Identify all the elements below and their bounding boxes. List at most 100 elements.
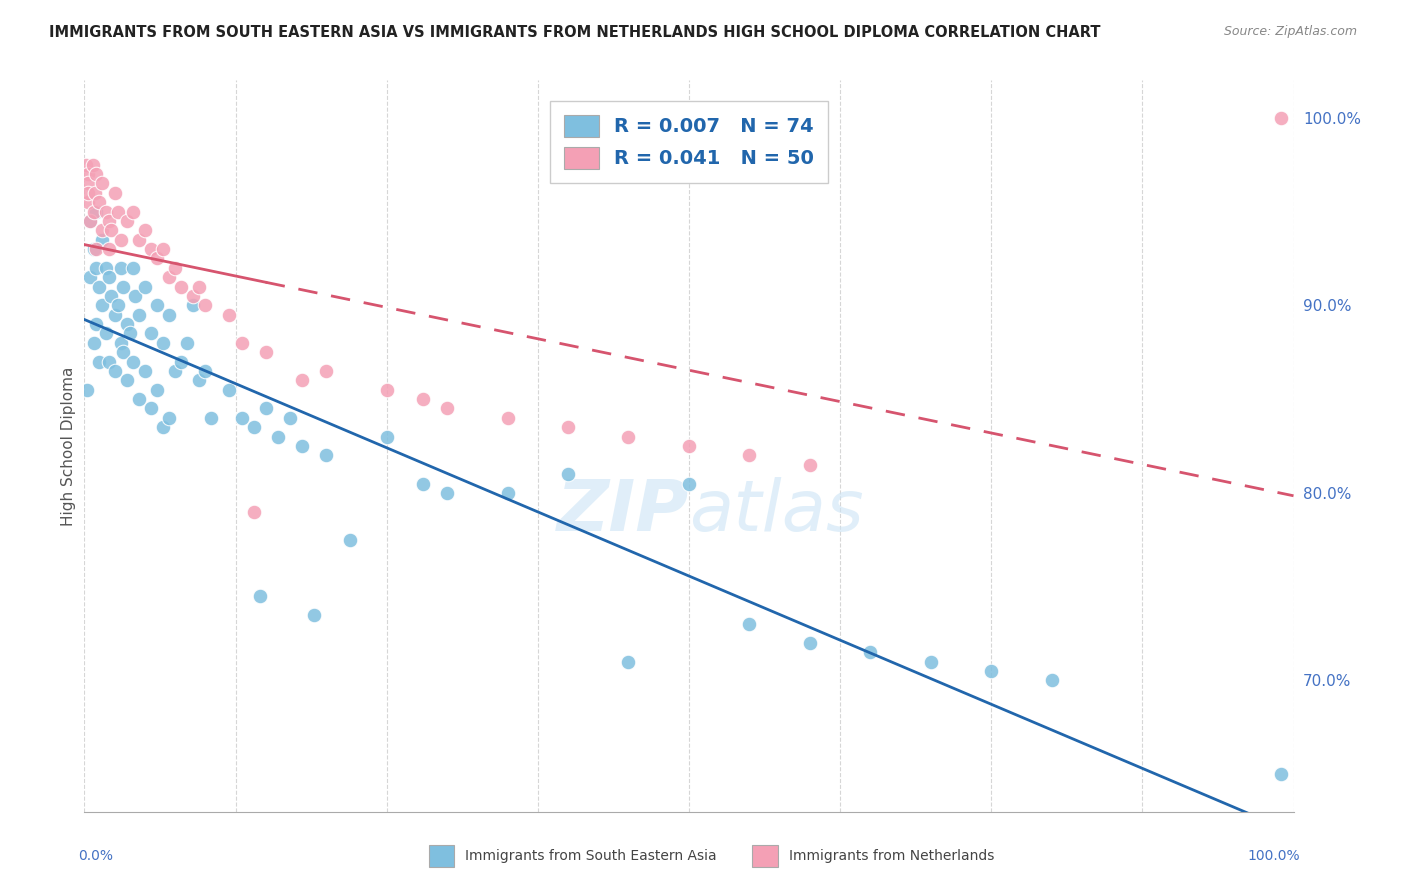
Point [110,260,132,275]
Point [134,364,156,378]
Point [165,364,187,378]
Point [87,354,110,368]
Point [799,636,821,650]
Point [76,383,98,397]
Point [231,335,253,350]
Point [291,439,314,453]
Point [128,392,150,406]
Point [115,317,138,331]
Point [157,308,180,322]
Point [91,177,114,191]
Point [315,449,337,463]
Point [170,354,193,368]
Point [678,476,700,491]
Point [134,279,156,293]
Point [77,186,100,200]
Point [242,505,264,519]
Point [107,204,129,219]
Point [115,214,138,228]
Point [1270,767,1292,781]
Point [104,186,127,200]
Point [152,420,174,434]
Point [79,214,101,228]
Point [79,214,101,228]
Point [231,410,253,425]
Point [375,383,398,397]
Legend: R = 0.007   N = 74, R = 0.041   N = 50: R = 0.007 N = 74, R = 0.041 N = 50 [550,101,828,183]
Point [375,429,398,443]
Point [218,383,240,397]
Point [97,214,120,228]
Point [97,242,120,256]
Point [146,383,169,397]
Text: Immigrants from Netherlands: Immigrants from Netherlands [789,849,994,863]
Point [859,645,882,659]
Y-axis label: High School Diploma: High School Diploma [60,367,76,525]
Point [110,233,132,247]
Point [278,410,301,425]
Point [83,242,105,256]
Point [77,167,100,181]
Point [176,335,198,350]
Point [91,233,114,247]
Point [91,223,114,237]
Point [617,655,640,669]
Point [152,335,174,350]
Point [104,364,127,378]
Point [86,260,108,275]
Point [97,354,120,368]
Point [339,533,361,547]
Point [254,345,277,359]
Point [79,270,101,285]
Point [94,326,117,341]
Point [104,308,127,322]
Point [980,664,1002,678]
Point [152,242,174,256]
Point [1270,111,1292,125]
Point [84,186,107,200]
Point [100,289,122,303]
Point [115,373,138,387]
Point [157,410,180,425]
Point [100,223,122,237]
Point [91,298,114,312]
Point [121,204,143,219]
Text: Source: ZipAtlas.com: Source: ZipAtlas.com [1223,25,1357,38]
Point [77,195,100,210]
Point [134,223,156,237]
Point [120,326,142,341]
Point [799,458,821,472]
Point [94,260,117,275]
Point [121,260,143,275]
Point [678,439,700,453]
Point [200,410,222,425]
Point [107,298,129,312]
Point [218,308,240,322]
Point [291,373,314,387]
Point [82,158,104,172]
Point [412,392,434,406]
Point [124,289,146,303]
Point [128,233,150,247]
Point [302,607,325,622]
Point [254,401,277,416]
Point [139,326,162,341]
Point [315,364,337,378]
Point [617,429,640,443]
Point [77,177,100,191]
Point [267,429,290,443]
Point [83,204,105,219]
Point [436,486,458,500]
Point [157,270,180,285]
Text: atlas: atlas [689,477,863,546]
Text: IMMIGRANTS FROM SOUTH EASTERN ASIA VS IMMIGRANTS FROM NETHERLANDS HIGH SCHOOL DI: IMMIGRANTS FROM SOUTH EASTERN ASIA VS IM… [49,25,1101,40]
Point [94,204,117,219]
Point [128,308,150,322]
Point [436,401,458,416]
Point [242,420,264,434]
Point [412,476,434,491]
Point [165,260,187,275]
Point [194,298,217,312]
Point [557,467,579,482]
Point [188,373,211,387]
